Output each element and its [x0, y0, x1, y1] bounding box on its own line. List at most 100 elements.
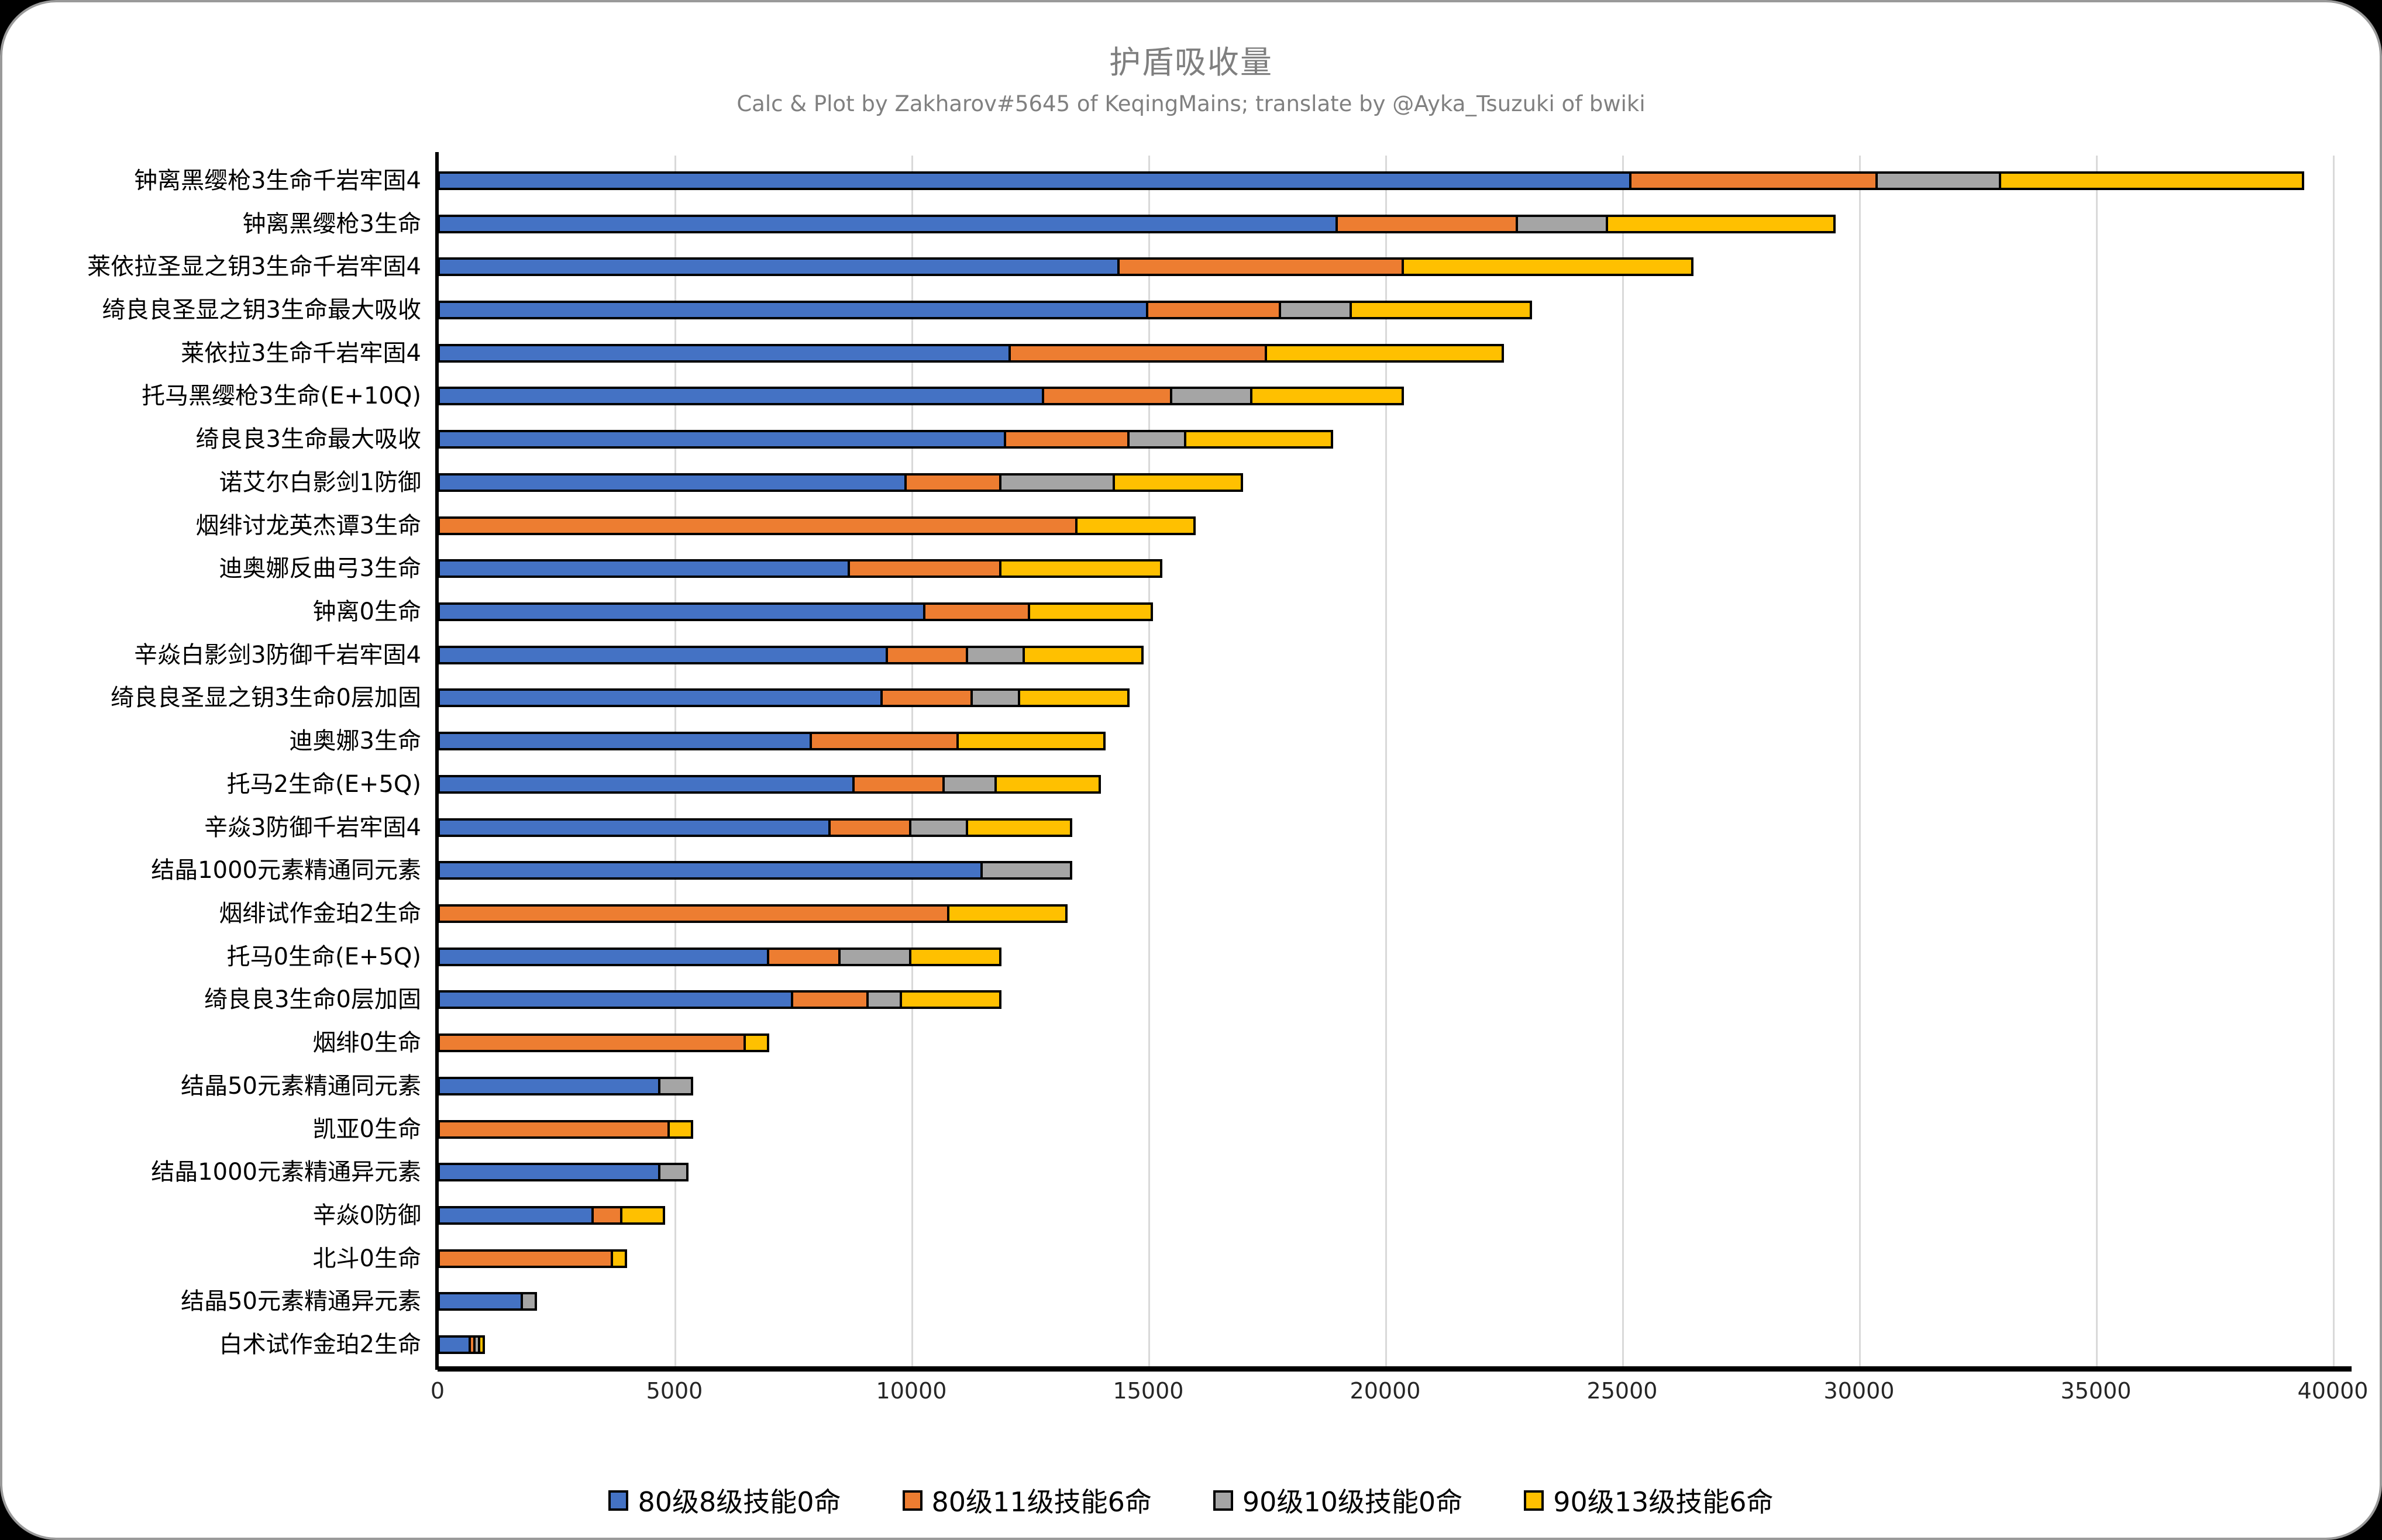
bar-segment-series4 — [1113, 473, 1243, 492]
bar-segment-series4 — [947, 904, 1068, 923]
bar-row-22 — [438, 1077, 2333, 1095]
category-label-8: 诺艾尔白影剑1防御 — [219, 469, 421, 496]
bar-segment-series2 — [880, 688, 973, 707]
bar-segment-series4 — [743, 1033, 769, 1052]
bar-segment-series3 — [1170, 387, 1252, 405]
category-label-14: 迪奥娜3生命 — [289, 728, 421, 755]
bar-row-1 — [438, 171, 2333, 190]
bar-segment-series4 — [478, 1335, 485, 1354]
bar-row-26 — [438, 1249, 2333, 1268]
bar-row-28 — [438, 1335, 2333, 1354]
category-label-24: 结晶1000元素精通异元素 — [151, 1159, 421, 1186]
bar-segment-series4 — [900, 990, 1001, 1009]
bar-row-12 — [438, 646, 2333, 664]
legend-swatch-icon — [1213, 1490, 1233, 1511]
category-label-7: 绮良良3生命最大吸收 — [195, 426, 421, 453]
category-label-3: 莱依拉圣显之钥3生命千岩牢固4 — [87, 253, 421, 280]
bar-segment-series3 — [1279, 301, 1352, 319]
bar-segment-series3 — [838, 948, 911, 966]
category-label-18: 烟绯试作金珀2生命 — [219, 900, 421, 927]
value-tick-40000: 40000 — [2297, 1378, 2369, 1404]
value-tick-25000: 25000 — [1586, 1378, 1658, 1404]
bar-segment-series1 — [438, 215, 1338, 233]
bar-row-13 — [438, 688, 2333, 707]
bar-segment-series1 — [438, 602, 925, 621]
gridline-20000 — [1385, 156, 1387, 1366]
bar-segment-series3 — [909, 818, 968, 837]
bar-row-16 — [438, 818, 2333, 837]
bar-segment-series2 — [1004, 430, 1130, 449]
bar-segment-series2 — [767, 948, 841, 966]
bar-segment-series4 — [956, 732, 1106, 750]
bar-segment-series2 — [904, 473, 1001, 492]
bar-segment-series3 — [1875, 171, 2001, 190]
plot-area — [438, 156, 2335, 1366]
bar-segment-series2 — [923, 602, 1030, 621]
bar-segment-series1 — [438, 1077, 660, 1095]
category-label-9: 烟绯讨龙英杰谭3生命 — [195, 512, 421, 539]
legend-label: 90级13级技能6命 — [1553, 1486, 1774, 1518]
bar-segment-series4 — [909, 948, 1001, 966]
gridline-15000 — [1148, 156, 1150, 1366]
category-label-19: 托马0生命(E+5Q) — [226, 943, 421, 970]
category-label-26: 北斗0生命 — [312, 1245, 421, 1272]
bar-segment-series2 — [438, 1033, 746, 1052]
category-label-21: 烟绯0生命 — [312, 1029, 421, 1056]
legend-item-2: 80级11级技能6命 — [902, 1481, 1152, 1520]
bar-segment-series1 — [438, 1163, 660, 1181]
bar-segment-series2 — [438, 516, 1078, 535]
bar-segment-series3 — [658, 1163, 689, 1181]
bar-segment-series2 — [1042, 387, 1172, 405]
bar-row-2 — [438, 215, 2333, 233]
category-label-2: 钟离黑缨枪3生命 — [242, 211, 421, 237]
bar-segment-series3 — [966, 646, 1025, 664]
chart-title: 护盾吸收量 — [1109, 44, 1273, 81]
bar-row-7 — [438, 430, 2333, 449]
bar-row-20 — [438, 990, 2333, 1009]
chart-subtitle: Calc & Plot by Zakharov#5645 of KeqingMa… — [736, 91, 1646, 116]
bar-row-14 — [438, 732, 2333, 750]
bar-segment-series2 — [1008, 344, 1267, 363]
bar-segment-series1 — [438, 430, 1006, 449]
bar-segment-series2 — [791, 990, 869, 1009]
bar-segment-series1 — [438, 688, 883, 707]
bar-segment-series2 — [828, 818, 911, 837]
bar-segment-series4 — [994, 775, 1101, 794]
legend: 80级8级技能0命 80级11级技能6命 90级10级技能0命 90级13级技能6命 — [2, 1481, 2380, 1520]
bar-segment-series2 — [1117, 257, 1404, 276]
bar-segment-series3 — [970, 688, 1020, 707]
bar-segment-series3 — [942, 775, 997, 794]
category-label-15: 托马2生命(E+5Q) — [226, 771, 421, 798]
bar-segment-series1 — [438, 473, 907, 492]
bar-row-24 — [438, 1163, 2333, 1181]
bar-segment-series1 — [438, 1206, 594, 1225]
bar-segment-series2 — [1146, 301, 1281, 319]
category-label-11: 钟离0生命 — [312, 598, 421, 625]
value-tick-10000: 10000 — [876, 1378, 947, 1404]
category-label-1: 钟离黑缨枪3生命千岩牢固4 — [134, 167, 421, 194]
bar-segment-series4 — [1018, 688, 1130, 707]
bar-segment-series1 — [438, 948, 769, 966]
category-label-23: 凯亚0生命 — [312, 1116, 421, 1143]
bar-segment-series4 — [1028, 602, 1153, 621]
bar-segment-series1 — [438, 990, 793, 1009]
bar-segment-series4 — [611, 1249, 627, 1268]
bar-row-10 — [438, 559, 2333, 578]
bar-segment-series4 — [1075, 516, 1196, 535]
bar-segment-series3 — [999, 473, 1115, 492]
bar-row-3 — [438, 257, 2333, 276]
bar-segment-series1 — [438, 301, 1148, 319]
legend-item-1: 80级8级技能0命 — [608, 1481, 841, 1520]
bar-segment-series4 — [620, 1206, 665, 1225]
bar-row-4 — [438, 301, 2333, 319]
bar-segment-series2 — [810, 732, 959, 750]
category-label-12: 辛焱白影剑3防御千岩牢固4 — [134, 642, 421, 669]
value-tick-0: 0 — [430, 1378, 445, 1404]
category-label-28: 白术试作金珀2生命 — [219, 1331, 421, 1358]
bar-segment-series4 — [1350, 301, 1532, 319]
gridline-10000 — [911, 156, 913, 1366]
value-axis-line — [438, 1366, 2352, 1372]
value-tick-20000: 20000 — [1350, 1378, 1421, 1404]
bar-row-11 — [438, 602, 2333, 621]
